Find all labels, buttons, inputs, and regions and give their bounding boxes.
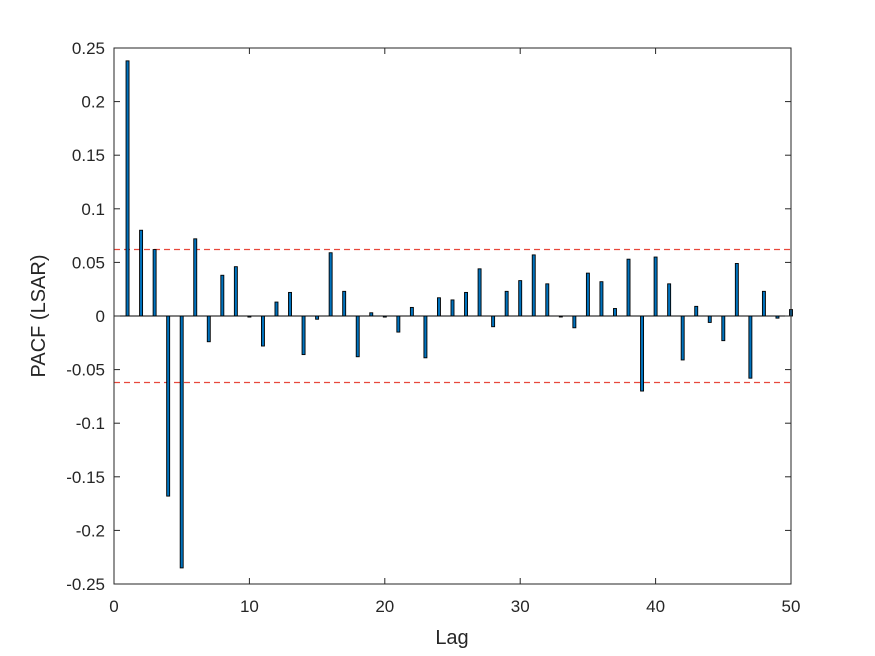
bar-lag-8 [220,274,225,317]
bar-lag-1 [125,60,130,317]
tick-labels: 0 10 20 30 40 50 -0.25 -0.2 -0.15 -0.1 -0.05 0 0.05 0… [66,39,800,616]
bar-lag-4 [166,315,171,497]
bar-lag-2 [139,229,144,317]
bar-lag-24 [437,297,441,317]
y-tick-label: -0.1 [76,414,105,433]
y-tick-label: 0 [96,307,105,326]
confidence-bounds [114,248,791,384]
x-tick-label: 40 [646,597,665,616]
bar-lag-43 [694,305,699,317]
bar-lag-13 [288,291,292,317]
bar-lag-30 [518,280,523,317]
bar-lag-46 [734,263,739,317]
bar-lag-39 [640,315,645,392]
bar-lag-11 [260,315,265,347]
y-tick-label: 0.05 [72,253,105,272]
x-tick-label: 0 [109,597,118,616]
bar-lag-16 [328,252,333,317]
y-tick-label: -0.2 [76,521,105,540]
bar-lag-31 [531,254,536,317]
bar-lag-5 [179,315,184,569]
bar-lag-38 [626,258,631,317]
axes [113,47,792,585]
bars [114,60,793,569]
bar-lag-22 [409,306,414,317]
bar-lag-37 [613,308,617,317]
bar-lag-3 [152,249,157,317]
y-tick-label: -0.15 [66,468,105,487]
bar-lag-26 [464,291,468,317]
y-tick-label: -0.05 [66,361,105,380]
bar-lag-40 [653,256,658,317]
y-tick-label: 0.25 [72,39,105,58]
bar-lag-12 [274,301,279,317]
bar-lag-44 [707,315,712,323]
bar-lag-42 [680,315,685,361]
x-tick-label: 50 [782,597,801,616]
bar-lag-9 [233,266,238,317]
bar-lag-18 [355,315,360,358]
bar-lag-14 [301,315,306,356]
y-axis-label: PACF (LSAR) [28,255,50,378]
x-tick-label: 20 [375,597,394,616]
bar-lag-27 [477,268,482,317]
bar-lag-17 [342,290,347,317]
x-axis-label: Lag [435,627,468,649]
y-tick-label: 0.2 [81,93,105,112]
bar-lag-6 [193,238,198,317]
bar-lag-34 [572,315,577,329]
bar-lag-48 [761,290,766,317]
y-tick-label: 0.15 [72,146,105,165]
y-tick-label: 0.1 [81,200,105,219]
bar-lag-23 [423,315,428,359]
bar-lag-35 [585,272,590,317]
bar-lag-41 [667,283,672,317]
bar-lag-7 [206,315,211,343]
bar-lag-29 [504,290,509,317]
bar-lag-25 [450,299,455,317]
y-tick-label: -0.25 [66,575,105,594]
bar-lag-45 [721,315,726,342]
bar-lag-32 [545,283,550,317]
bar-lag-47 [748,315,753,379]
bar-lag-36 [599,281,604,317]
bar-lag-21 [396,315,401,333]
x-tick-label: 10 [240,597,259,616]
x-tick-label: 30 [511,597,530,616]
bar-lag-28 [491,315,496,328]
